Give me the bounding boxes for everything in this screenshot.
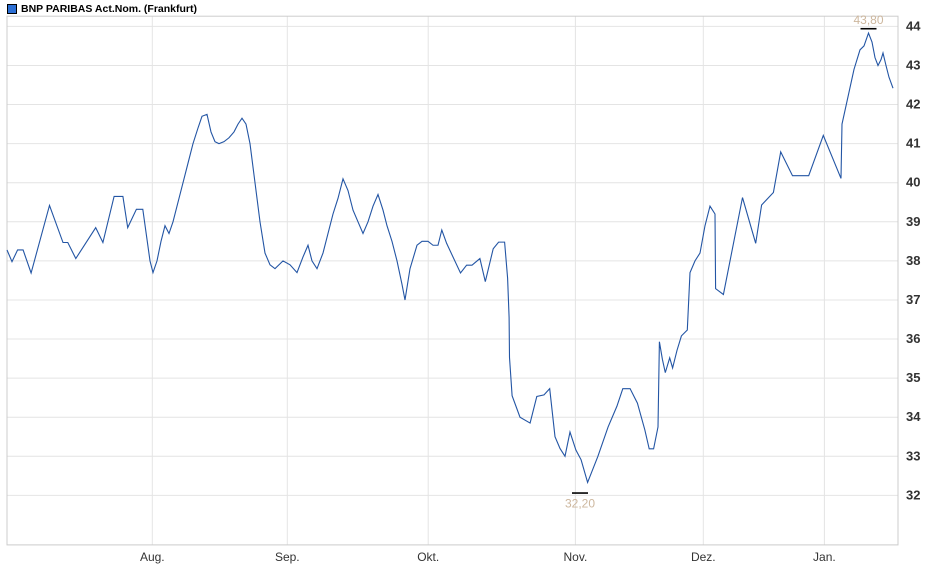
svg-text:43: 43 (906, 57, 920, 72)
svg-text:32,20: 32,20 (565, 497, 595, 511)
svg-text:37: 37 (906, 292, 920, 307)
svg-text:34: 34 (906, 409, 921, 424)
svg-text:Nov.: Nov. (564, 550, 588, 564)
svg-text:32: 32 (906, 487, 920, 502)
svg-text:40: 40 (906, 175, 920, 190)
svg-text:Sep.: Sep. (275, 550, 300, 564)
svg-text:39: 39 (906, 214, 920, 229)
svg-text:33: 33 (906, 448, 920, 463)
svg-text:Okt.: Okt. (417, 550, 439, 564)
svg-text:Jan.: Jan. (813, 550, 836, 564)
svg-text:38: 38 (906, 253, 920, 268)
svg-text:35: 35 (906, 370, 920, 385)
svg-text:42: 42 (906, 97, 920, 112)
svg-text:36: 36 (906, 331, 920, 346)
svg-text:44: 44 (906, 18, 921, 33)
svg-text:43,80: 43,80 (853, 13, 883, 27)
svg-text:Dez.: Dez. (691, 550, 716, 564)
svg-text:Aug.: Aug. (140, 550, 165, 564)
svg-text:41: 41 (906, 136, 920, 151)
